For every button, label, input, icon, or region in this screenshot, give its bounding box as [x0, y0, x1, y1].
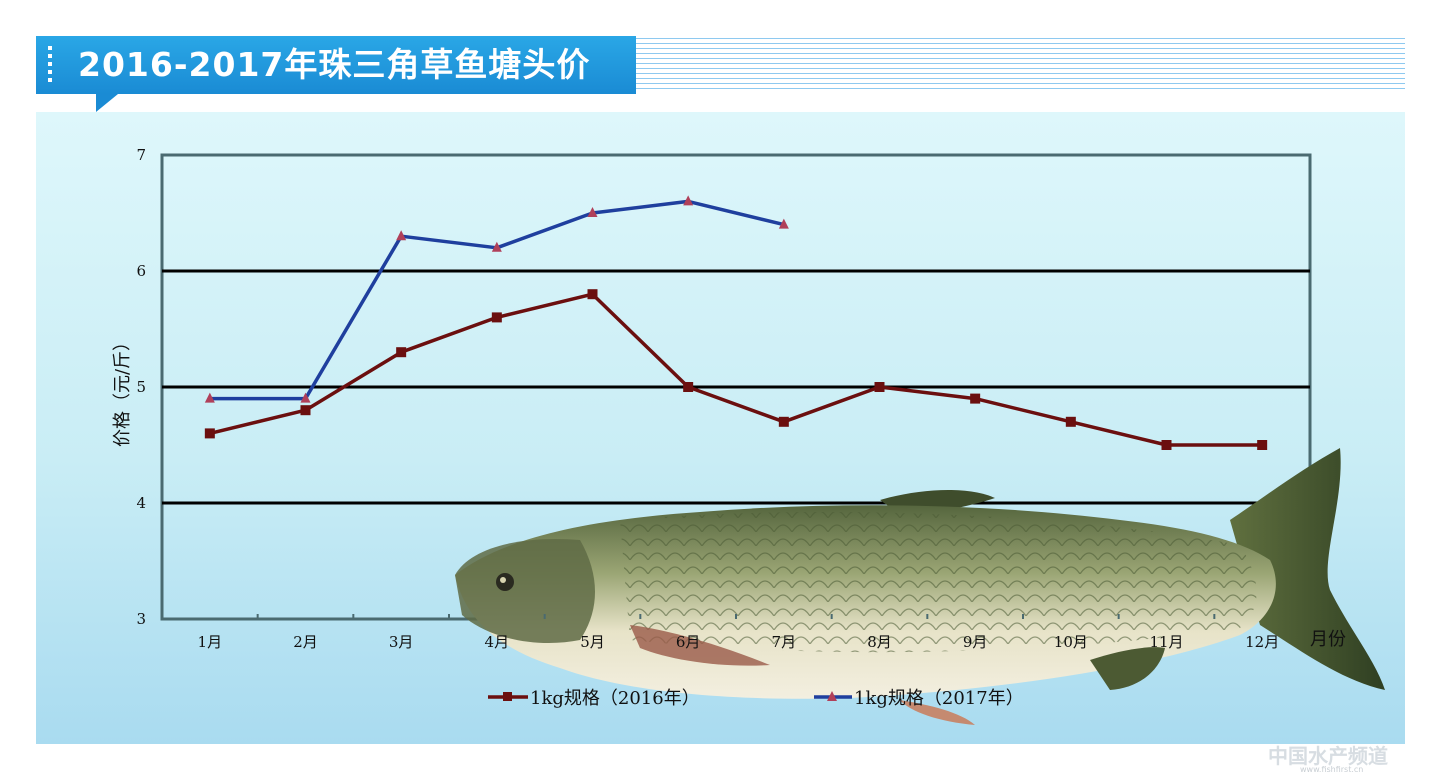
legend-marker-2017: [827, 691, 837, 701]
legend: 1kg规格（2016年） 1kg规格（2017年）: [488, 688, 1024, 709]
x-tick-label: 8月: [867, 633, 892, 651]
y-tick-label: 5: [136, 378, 146, 396]
series-markers: [204, 195, 1268, 450]
title-banner: 2016-2017年珠三角草鱼塘头价: [36, 36, 636, 112]
y-tick-labels: 3 4 5 6 7: [136, 146, 146, 628]
data-point: [587, 289, 598, 300]
x-tick-label: 6月: [676, 633, 701, 651]
x-tick-label: 9月: [963, 633, 988, 651]
gridlines: [162, 269, 1310, 505]
x-tick-label: 2月: [293, 633, 318, 651]
data-point: [1257, 440, 1268, 450]
legend-label-2017: 1kg规格（2017年）: [854, 688, 1024, 709]
x-tick-label: 12月: [1245, 633, 1279, 651]
data-point: [491, 241, 502, 252]
series-line-1: [209, 199, 785, 401]
page-title: 2016-2017年珠三角草鱼塘头价: [78, 45, 591, 84]
y-tick-label: 3: [136, 610, 146, 628]
data-point: [204, 392, 215, 403]
x-tick-label: 7月: [772, 633, 797, 651]
data-point: [1161, 440, 1172, 450]
series-lines: [209, 199, 1263, 447]
x-tick-label: 4月: [485, 633, 510, 651]
x-tick-label: 1月: [198, 633, 223, 651]
data-point: [778, 218, 789, 229]
title-stripes-decoration: [636, 38, 1405, 90]
y-tick-label: 4: [136, 494, 146, 512]
x-tick-label: 5月: [580, 633, 605, 651]
data-point: [300, 392, 311, 403]
legend-item-2016: 1kg规格（2016年）: [488, 688, 700, 709]
x-tick-label: 3月: [389, 633, 414, 651]
y-tick-label: 7: [136, 146, 146, 164]
data-point: [970, 393, 981, 404]
data-point: [683, 382, 694, 392]
legend-label-2016: 1kg规格（2016年）: [530, 688, 700, 709]
data-point: [778, 416, 789, 427]
y-tick-label: 6: [136, 262, 146, 280]
x-tick-label: 10月: [1054, 633, 1088, 651]
series-line-0: [209, 292, 1263, 447]
data-point: [1065, 416, 1076, 427]
title-dots-decoration: [48, 46, 52, 84]
data-point: [396, 230, 407, 241]
data-point: [683, 195, 694, 206]
watermark-url: www.fishfirst.cn: [1300, 765, 1364, 774]
data-point: [396, 347, 407, 358]
watermark: 中国水产频道: [1268, 744, 1388, 768]
data-point: [204, 428, 215, 439]
x-tick-labels: 1月 2月 3月 4月 5月 6月 7月 8月 9月 10月 11月 12月: [198, 633, 1280, 651]
x-axis-label: 月份: [1310, 629, 1346, 650]
grass-carp-fish-illustration: [455, 448, 1385, 725]
x-tick-marks: [256, 614, 1216, 619]
data-point: [874, 382, 885, 392]
data-point: [300, 405, 311, 416]
y-axis-label: 价格（元/斤）: [112, 333, 133, 447]
x-tick-label: 11月: [1149, 633, 1183, 651]
legend-marker-2016: [503, 692, 512, 701]
legend-item-2017: 1kg规格（2017年）: [814, 688, 1024, 709]
data-point: [491, 312, 502, 323]
data-point: [587, 207, 598, 217]
